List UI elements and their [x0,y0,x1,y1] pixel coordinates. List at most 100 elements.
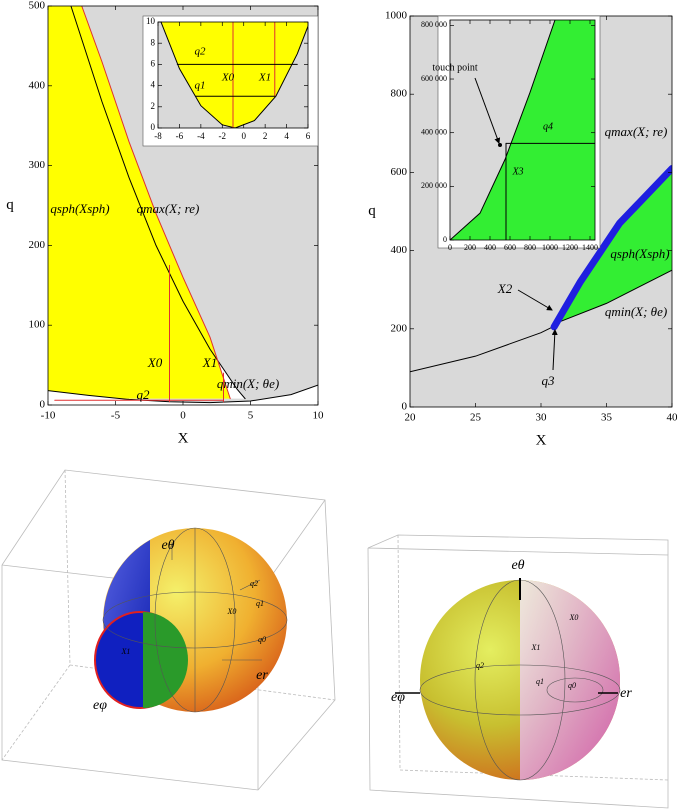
y-tick-label: 0 [40,399,46,411]
arrow [517,289,553,311]
sphere-label: eφ [93,698,107,713]
y-tick-label: 10 [146,16,156,26]
y-tick-label: 400 [29,79,46,91]
annotation: qsph(Xsph) [50,201,109,216]
y-tick-label: 100 [29,319,46,331]
curve [550,164,672,331]
x-tick-label: -6 [176,131,184,141]
annotation: X3 [511,166,523,177]
region [450,20,595,240]
x-tick-label: 20 [405,412,417,424]
sphere-label: X1 [531,643,541,652]
annotation: q3 [542,373,556,388]
plot-frame [157,21,309,129]
plot-area [410,164,672,373]
sphere-grid [395,578,621,781]
sphere-half [520,580,620,780]
x-tick-label: -10 [41,410,56,422]
sphere-grid [102,527,288,713]
x-tick-label: 200 [464,243,476,252]
region [554,168,672,327]
plot-area [450,20,595,240]
x-tick-label: 6 [306,131,311,141]
x-tick-label: -4 [197,131,205,141]
sphere-label: er [620,686,632,701]
sphere-label: q1 [536,677,544,686]
sphere-panel-2 [367,534,669,809]
y-tick-label: 200 [391,322,408,334]
x-tick-label: -5 [111,410,121,422]
annotation: X0 [147,355,163,370]
y-tick-label: 800 000 [421,20,447,29]
x-tick-label: 25 [470,412,482,424]
y-tick-label: 200 [29,239,46,251]
annotation: q2 [137,387,151,402]
x-tick-label: -8 [154,131,162,141]
sphere-label: q1 [256,599,264,608]
curve [81,6,231,400]
cut-face-green [143,612,188,708]
x-tick-label: 0 [448,243,452,252]
touch-point [498,143,502,147]
sphere-label: X0 [227,607,237,616]
annotation: qmax(X; re) [137,201,200,216]
annotation: qmin(X; θe) [217,376,279,391]
x-tick-label: 30 [536,412,548,424]
sphere-label: X1 [121,647,131,656]
x-axis-label: X [178,430,189,446]
arrow [474,77,501,144]
x-tick-label: 400 [484,243,496,252]
annotation: qmin(X; θe) [605,304,667,319]
y-tick-label: 0 [151,122,156,132]
sphere-label: eθ [161,538,174,553]
curve [450,20,556,240]
x-axis-label: X [536,432,547,448]
plot-frame [449,19,596,241]
x-tick-label: 10 [313,410,325,422]
curve [160,22,308,128]
y-tick-label: 0 [402,401,408,413]
y-tick-label: 400 [391,244,408,256]
x-tick-label: -2 [219,131,227,141]
y-tick-label: 6 [151,58,156,68]
sphere-label: q0 [568,681,576,690]
x-tick-label: 2 [263,131,268,141]
y-tick-label: 300 [29,159,46,171]
x-tick-label: 4 [284,131,289,141]
annotation: X1 [202,355,217,370]
x-tick-label: 1400 [582,243,598,252]
x-tick-label: 5 [248,410,254,422]
annotation: q2 [195,46,207,58]
y-axis-label: q [368,203,376,219]
annotation: X0 [221,72,235,84]
y-tick-label: 600 000 [421,74,447,83]
x-tick-label: 40 [667,412,679,424]
arrow [551,329,558,371]
sphere-label: X0 [569,613,579,622]
annotation: touch point [432,62,477,73]
sphere-label: q2 [250,579,258,588]
y-tick-label: 600 [391,166,408,178]
curve [48,384,318,404]
x-tick-label: 800 [524,243,536,252]
annotation: qmax(X; re) [605,124,668,139]
curve [556,269,672,324]
y-tick-label: 800 [391,88,408,100]
sphere-label: eφ [391,690,405,705]
sphere-label: eθ [511,558,524,573]
x-tick-label: 600 [504,243,516,252]
x-tick-label: 1000 [542,243,558,252]
plot-area [160,22,308,128]
y-tick-label: 4 [151,80,156,90]
annotation: q1 [195,80,206,92]
annotation: q4 [543,121,553,132]
plot-area [48,6,318,405]
x-tick-label: 1200 [562,243,578,252]
x-tick-label: 35 [601,412,613,424]
curve [410,324,558,373]
annotation: qsph(Xsph) [610,246,669,261]
